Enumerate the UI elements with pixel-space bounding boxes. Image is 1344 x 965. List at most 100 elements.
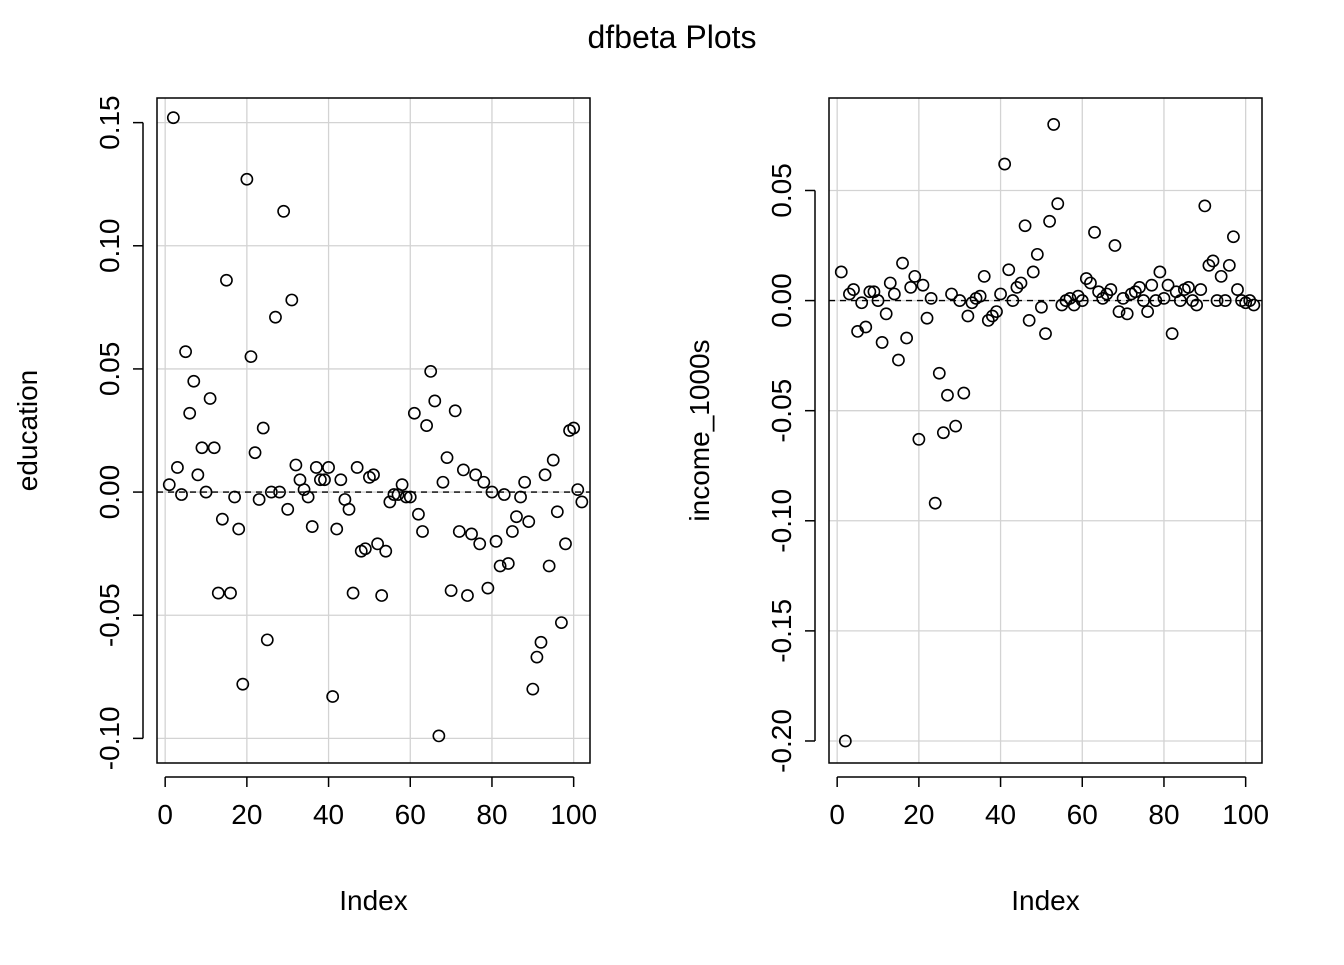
- education-data-point: [469, 468, 483, 482]
- education-data-point: [215, 512, 229, 526]
- education-data-point: [530, 650, 544, 664]
- income-data-point: [1006, 294, 1020, 307]
- income-data-point: [896, 256, 909, 270]
- education-data-point: [477, 475, 491, 489]
- income-data-point: [1096, 291, 1110, 305]
- education-y-tick-label: -0.05: [94, 583, 125, 647]
- education-data-point: [501, 557, 515, 570]
- education-data-point: [407, 406, 421, 420]
- income-y-tick-label: -0.10: [766, 489, 797, 553]
- income-y-tick-label: 0.00: [766, 273, 797, 328]
- income-data-point: [990, 305, 1003, 318]
- education-y-tick-label: 0.15: [94, 95, 125, 150]
- income-data-point: [1153, 265, 1167, 279]
- education-data-point: [358, 542, 372, 556]
- income-data-point: [953, 294, 967, 307]
- education-data-point: [571, 483, 585, 497]
- income-data-point: [1161, 278, 1175, 292]
- income-data-point: [1247, 298, 1261, 312]
- income-data-point: [1194, 283, 1208, 296]
- education-data-point: [244, 350, 258, 364]
- education-data-point: [424, 364, 438, 378]
- panel-education: 0 20 40 60 80 100 Index -0.10 -0.05 0.00 0.05 0.10 0…: [12, 95, 597, 916]
- education-data-point: [420, 419, 434, 432]
- education-data-point: [505, 525, 519, 538]
- education-data-point: [309, 461, 323, 474]
- education-data-point: [399, 490, 413, 504]
- education-data-point: [550, 505, 564, 519]
- income-y-axis-label: income_1000s: [684, 339, 715, 521]
- chart-title: dfbeta Plots: [588, 19, 757, 55]
- education-data-point: [383, 495, 397, 509]
- education-x-tick-label: 20: [231, 799, 262, 830]
- income-data-point: [1186, 294, 1199, 307]
- education-data-point: [187, 374, 201, 388]
- education-data-point: [448, 404, 462, 418]
- education-data-point: [444, 584, 458, 597]
- education-y-tick-label: 0.05: [94, 342, 125, 397]
- education-data-point: [264, 485, 278, 499]
- education-data-point: [289, 458, 303, 472]
- income-data-point: [1210, 294, 1224, 307]
- income-data-point: [1063, 291, 1077, 305]
- income-x-tick-label: 20: [903, 799, 934, 830]
- income-data-point: [1128, 285, 1142, 299]
- education-data-point: [228, 490, 242, 504]
- income-x-tick-label: 40: [985, 799, 1016, 830]
- income-data-point: [1157, 291, 1171, 305]
- income-data-point: [949, 419, 963, 433]
- income-data-point: [1075, 294, 1089, 307]
- income-data-point: [912, 432, 926, 446]
- income-data-point: [920, 311, 934, 325]
- income-x-tick-label: 60: [1067, 799, 1098, 830]
- education-data-point: [493, 559, 507, 573]
- education-data-point: [403, 490, 417, 504]
- income-data-point: [1079, 272, 1093, 285]
- income-data-point: [883, 276, 897, 290]
- income-data-point: [1108, 239, 1122, 252]
- income-data-point: [1120, 307, 1134, 321]
- education-data-point: [371, 537, 384, 551]
- education-data-point: [281, 502, 295, 516]
- education-data-point: [432, 729, 446, 743]
- education-data-point: [322, 461, 335, 474]
- income-data-point: [941, 388, 954, 402]
- education-data-point: [313, 473, 327, 487]
- income-x-tick-label: 100: [1222, 799, 1269, 830]
- education-data-point: [514, 490, 527, 504]
- income-x-tick-label: 80: [1148, 799, 1179, 830]
- education-data-point: [534, 635, 548, 649]
- education-data-point: [318, 473, 331, 487]
- education-data-point: [555, 616, 568, 630]
- income-data-point: [981, 314, 995, 327]
- income-data-point: [1149, 294, 1163, 307]
- education-data-point: [232, 522, 246, 536]
- education-x-tick-label: 40: [313, 799, 344, 830]
- education-data-point: [497, 488, 511, 501]
- income-data-point: [1055, 298, 1069, 312]
- income-data-point: [961, 309, 975, 323]
- income-data-point: [1190, 298, 1204, 312]
- income-data-point: [1100, 287, 1114, 301]
- education-data-point: [440, 451, 454, 464]
- income-data-point: [1030, 247, 1044, 261]
- income-data-point: [871, 294, 885, 307]
- education-data-point: [256, 421, 270, 435]
- education-data-point: [526, 682, 540, 696]
- education-data-point: [183, 406, 197, 420]
- income-data-point: [1018, 219, 1032, 233]
- education-x-tick-label: 100: [550, 799, 597, 830]
- income-data-point: [859, 320, 873, 334]
- education-data-point: [412, 507, 425, 521]
- education-data-point: [330, 522, 344, 536]
- income-data-point: [1227, 230, 1240, 244]
- income-data-point: [965, 296, 979, 310]
- income-data-point: [1182, 280, 1195, 294]
- income-data-point: [1026, 265, 1040, 279]
- education-plot-frame: [156, 97, 591, 764]
- income-data-point: [1035, 300, 1048, 314]
- education-data-point: [269, 310, 282, 324]
- income-y-tick-label: 0.05: [766, 163, 797, 218]
